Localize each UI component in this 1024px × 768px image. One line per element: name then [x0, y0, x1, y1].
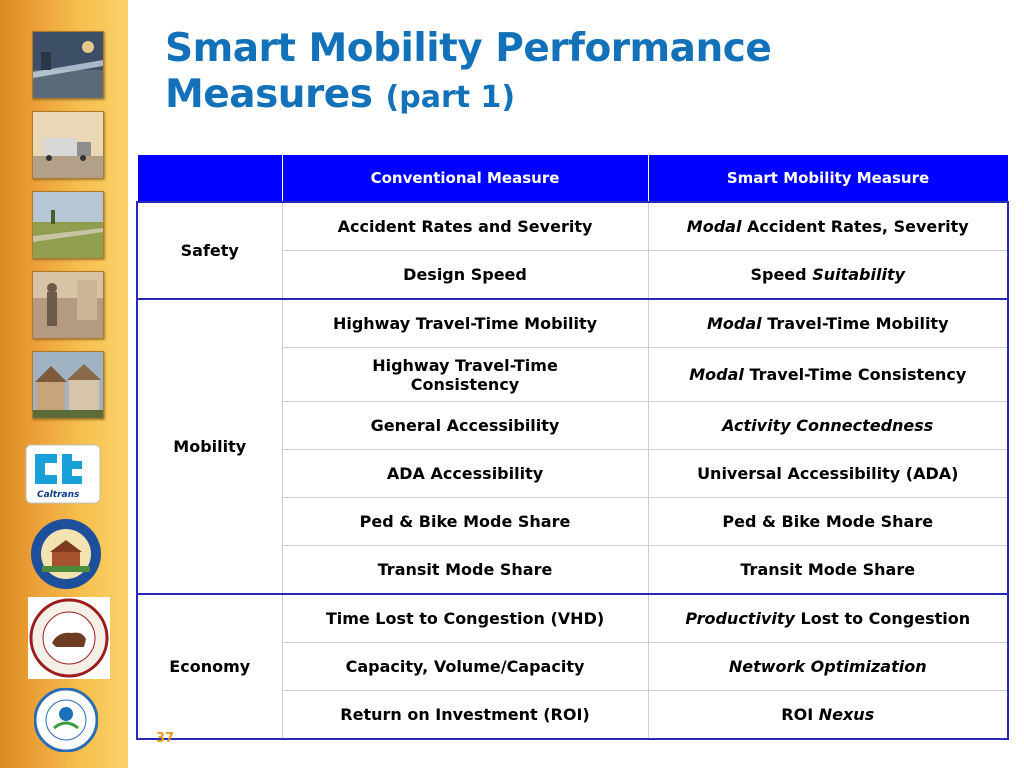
conventional-cell: Transit Mode Share [281, 545, 649, 595]
title-line1: Smart Mobility Performance [165, 26, 772, 71]
truck-photo [32, 111, 104, 179]
smart-em: Modal [689, 365, 744, 384]
smart-em: Suitability [812, 265, 906, 284]
smart-em: Modal [706, 314, 762, 333]
caltrans-wordmark: Caltrans [37, 490, 80, 500]
table-row: Return on Investment (ROI) ROI Nexus [137, 690, 1009, 740]
table-row: Capacity, Volume/Capacity Network Optimi… [137, 642, 1009, 691]
table-row: Design Speed Speed Suitability [137, 250, 1009, 300]
conventional-cell: Return on Investment (ROI) [281, 690, 649, 740]
smart-em: Productivity [685, 609, 795, 628]
night-street-photo [32, 31, 104, 99]
smart-cell: Modal Travel-Time Mobility [647, 298, 1009, 348]
smart-cell: Transit Mode Share [647, 545, 1009, 595]
header-category [136, 154, 283, 203]
sidebar: Caltrans [0, 0, 128, 768]
table-row: Highway Travel-Time Consistency Modal Tr… [137, 347, 1009, 402]
smart-cell: Universal Accessibility (ADA) [647, 449, 1009, 498]
landscape-photo [32, 191, 104, 259]
header-smart: Smart Mobility Measure [647, 154, 1009, 203]
smart-cell: Modal Travel-Time Consistency [647, 347, 1009, 402]
smart-cell: Ped & Bike Mode Share [647, 497, 1009, 546]
title-sub: (part 1) [385, 80, 516, 115]
smart-pre: Speed [750, 265, 807, 284]
page-number: 37 [156, 731, 175, 746]
table-row: Ped & Bike Mode Share Ped & Bike Mode Sh… [137, 497, 1009, 546]
pedestrians-photo [32, 271, 104, 339]
conventional-cell: Highway Travel-Time Consistency [281, 347, 649, 402]
opr-seal [28, 597, 110, 679]
title-line2: Measures [165, 72, 373, 117]
page-title: Smart Mobility Performance Measures (par… [165, 26, 772, 121]
smart-cell: Speed Suitability [647, 250, 1009, 300]
hcd-seal [30, 518, 102, 590]
conventional-cell: General Accessibility [281, 401, 649, 450]
smart-em: Nexus [818, 705, 875, 724]
smart-cell: Activity Connectedness [647, 401, 1009, 450]
smart-cell: ROI Nexus [647, 690, 1009, 740]
table-row: ADA Accessibility Universal Accessibilit… [137, 449, 1009, 498]
smart-rest: Accident Rates, Severity [747, 217, 969, 236]
smart-em: Modal [686, 217, 742, 236]
smart-rest: Travel-Time Consistency [749, 365, 967, 384]
header-conventional: Conventional Measure [281, 154, 649, 203]
conventional-cell: Time Lost to Congestion (VHD) [281, 593, 649, 643]
caltrans-logo: Caltrans [25, 444, 101, 504]
smart-rest: Lost to Congestion [800, 609, 971, 628]
houses-photo [32, 351, 104, 419]
table-row: Mobility Highway Travel-Time Mobility Mo… [136, 298, 1009, 595]
measures-table: Conventional Measure Smart Mobility Meas… [136, 154, 1009, 740]
header-row: Conventional Measure Smart Mobility Meas… [136, 154, 1009, 203]
smart-cell: Network Optimization [647, 642, 1009, 691]
conventional-cell: Highway Travel-Time Mobility [281, 298, 649, 348]
category-economy: Economy [136, 593, 283, 740]
conventional-cell: Accident Rates and Severity [281, 201, 649, 251]
conventional-cell: Ped & Bike Mode Share [281, 497, 649, 546]
category-mobility: Mobility [136, 298, 283, 595]
smart-cell: Modal Accident Rates, Severity [647, 201, 1009, 251]
table-row: Economy Time Lost to Congestion (VHD) Pr… [136, 593, 1009, 740]
smart-rest: Travel-Time Mobility [767, 314, 949, 333]
table-row: Safety Accident Rates and Severity Modal… [136, 201, 1009, 300]
conventional-cell: ADA Accessibility [281, 449, 649, 498]
category-safety: Safety [136, 201, 283, 300]
smart-pre: ROI [781, 705, 814, 724]
epa-seal [33, 687, 99, 753]
conventional-cell: Capacity, Volume/Capacity [281, 642, 649, 691]
smart-cell: Productivity Lost to Congestion [647, 593, 1009, 643]
table-row: Transit Mode Share Transit Mode Share [137, 545, 1009, 595]
conventional-cell: Design Speed [281, 250, 649, 300]
table-row: General Accessibility Activity Connected… [137, 401, 1009, 450]
